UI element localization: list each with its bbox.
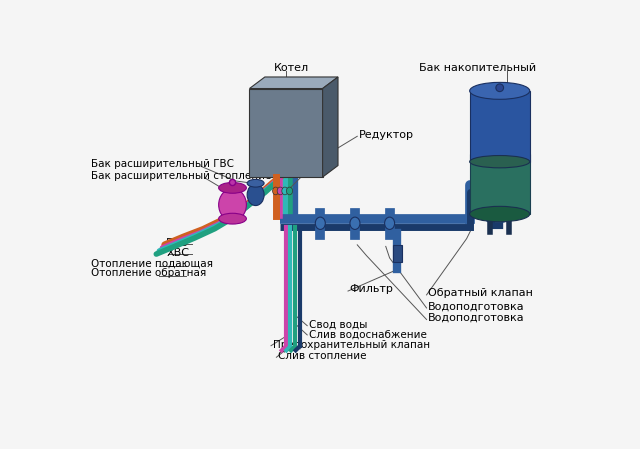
Text: Отопление подающая: Отопление подающая bbox=[91, 258, 213, 269]
Ellipse shape bbox=[350, 217, 360, 229]
Text: Бак расширительный ГВС: Бак расширительный ГВС bbox=[91, 159, 234, 169]
Text: Водоподготовка: Водоподготовка bbox=[428, 301, 525, 312]
Ellipse shape bbox=[273, 187, 279, 195]
Polygon shape bbox=[470, 91, 530, 162]
Text: Котел: Котел bbox=[275, 63, 309, 73]
Ellipse shape bbox=[277, 187, 284, 195]
Text: ГВС: ГВС bbox=[166, 238, 188, 247]
Ellipse shape bbox=[470, 82, 530, 99]
Text: Редуктор: Редуктор bbox=[359, 130, 414, 140]
Text: Фильтр: Фильтр bbox=[349, 284, 394, 294]
Ellipse shape bbox=[247, 184, 264, 206]
Polygon shape bbox=[250, 88, 323, 177]
Ellipse shape bbox=[282, 187, 288, 195]
Text: Слив стопление: Слив стопление bbox=[278, 352, 367, 361]
Text: Бак расширительный стопление: Бак расширительный стопление bbox=[91, 171, 271, 180]
Text: Свод воды: Свод воды bbox=[308, 320, 367, 330]
Text: Бак накопительный: Бак накопительный bbox=[419, 63, 536, 73]
Ellipse shape bbox=[247, 180, 264, 187]
Ellipse shape bbox=[385, 217, 395, 229]
Polygon shape bbox=[470, 154, 530, 214]
Circle shape bbox=[230, 180, 236, 185]
Bar bbox=[393, 245, 402, 262]
Circle shape bbox=[496, 84, 504, 92]
Ellipse shape bbox=[219, 182, 246, 193]
Text: Обратный клапан: Обратный клапан bbox=[428, 287, 533, 298]
Ellipse shape bbox=[287, 187, 292, 195]
Ellipse shape bbox=[470, 207, 530, 222]
Ellipse shape bbox=[316, 217, 325, 229]
Text: Отопление обратная: Отопление обратная bbox=[91, 269, 206, 278]
Ellipse shape bbox=[470, 155, 530, 168]
Text: Водоподготовка: Водоподготовка bbox=[428, 313, 525, 323]
Ellipse shape bbox=[219, 213, 246, 224]
Polygon shape bbox=[323, 77, 338, 177]
Polygon shape bbox=[250, 77, 338, 88]
Ellipse shape bbox=[219, 189, 246, 221]
Text: Предохранительный клапан: Предохранительный клапан bbox=[273, 340, 429, 350]
Text: ХВС: ХВС bbox=[166, 247, 189, 258]
Text: Слив водоснабжение: Слив водоснабжение bbox=[308, 329, 427, 339]
